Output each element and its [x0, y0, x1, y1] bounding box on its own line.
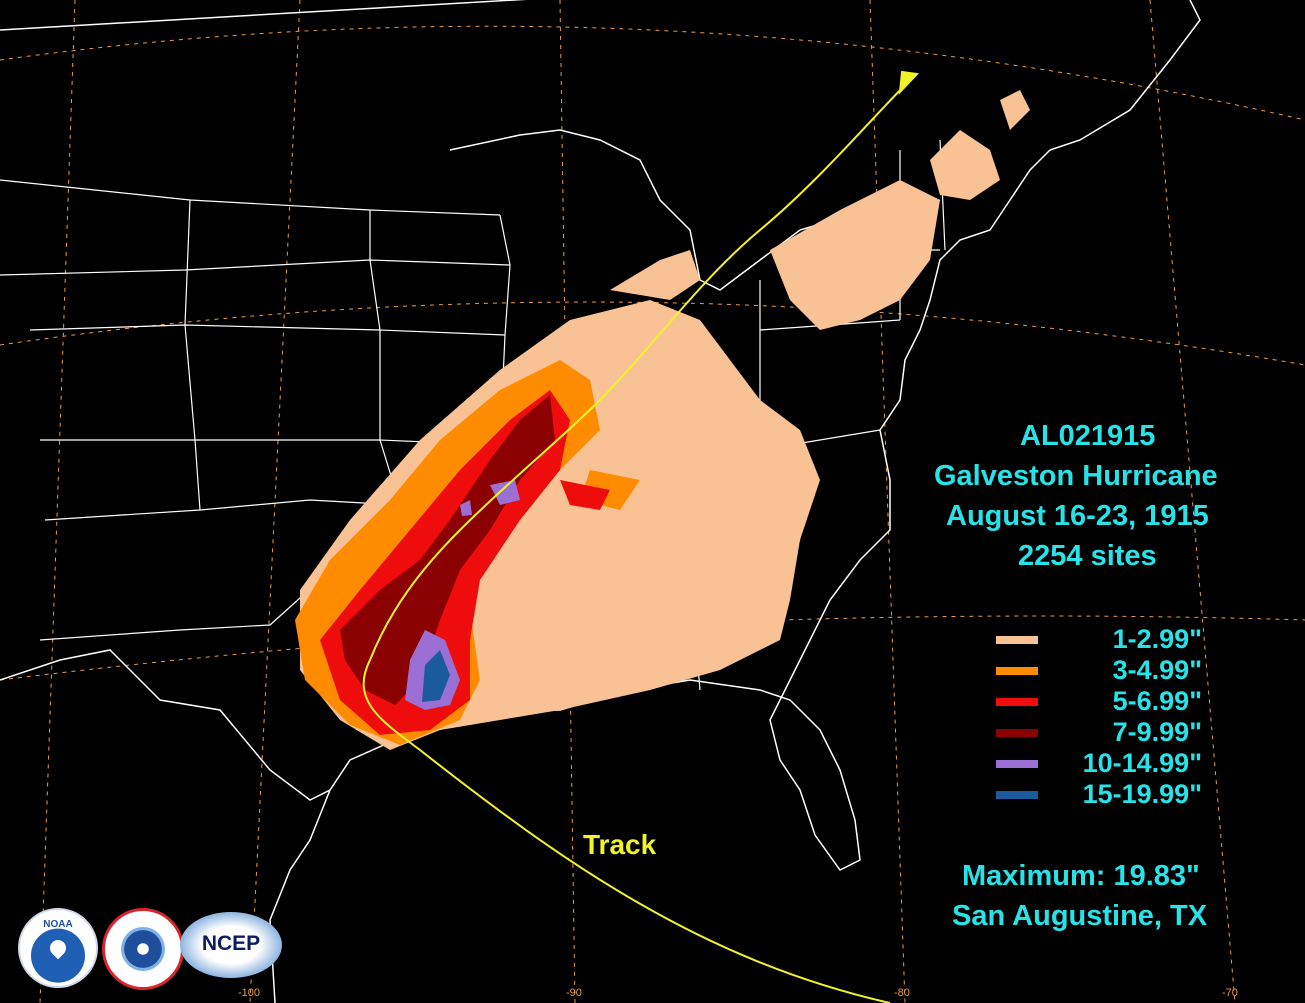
nws-emblem-icon — [121, 927, 165, 971]
legend-swatch — [996, 791, 1038, 799]
storm-dates: August 16-23, 1915 — [946, 500, 1209, 532]
rainfall-7-10 — [340, 395, 555, 705]
storm-track — [362, 70, 920, 1003]
maximum-value: Maximum: 19.83" — [962, 860, 1200, 892]
legend-swatch — [996, 760, 1038, 768]
track-label: Track — [583, 829, 657, 860]
legend-swatch — [996, 667, 1038, 675]
site-count: 2254 sites — [1018, 540, 1157, 572]
storm-id: AL021915 — [1020, 420, 1156, 452]
legend-label: 7-9.99" — [1112, 717, 1202, 747]
legend-swatch — [996, 636, 1038, 644]
maximum-location: San Augustine, TX — [952, 900, 1208, 932]
legend-label: 3-4.99" — [1112, 655, 1202, 685]
longitude-tick: -90 — [566, 987, 582, 999]
ncep-label: NCEP — [201, 932, 261, 955]
noaa-logo: NOAA — [18, 908, 98, 988]
legend-swatch — [996, 729, 1038, 737]
legend-label: 10-14.99" — [1082, 748, 1202, 778]
legend-swatch — [996, 698, 1038, 706]
legend-label: 5-6.99" — [1112, 686, 1202, 716]
longitude-tick: -100 — [238, 987, 261, 999]
longitude-tick: -70 — [1222, 987, 1238, 999]
track-arrow-icon — [898, 70, 920, 95]
nws-logo — [102, 908, 184, 990]
noaa-label: NOAA — [43, 919, 73, 930]
longitude-tick: -80 — [894, 987, 910, 999]
storm-name: Galveston Hurricane — [934, 460, 1218, 492]
rainfall-15-20 — [422, 650, 450, 702]
noaa-bird-icon — [46, 936, 70, 960]
legend-label: 1-2.99" — [1112, 624, 1202, 654]
ncep-logo: NCEP — [180, 912, 282, 978]
legend-label: 15-19.99" — [1082, 779, 1202, 809]
